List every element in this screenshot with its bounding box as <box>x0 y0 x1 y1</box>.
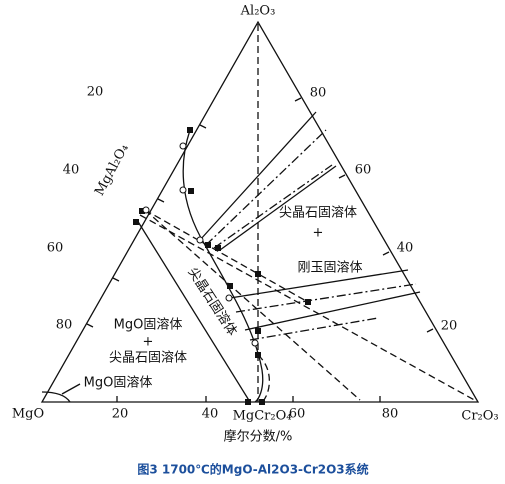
region-label: + <box>313 226 324 241</box>
vertex-label: MgO <box>12 407 44 422</box>
tie-line <box>213 164 333 249</box>
square-markers <box>133 127 311 405</box>
tie-line <box>235 283 417 313</box>
vertex-label: MgAl₂O₄ <box>92 142 132 199</box>
tick-label: 20 <box>112 407 129 422</box>
tick-label: 40 <box>63 163 80 178</box>
tick-label: 80 <box>382 407 399 422</box>
dashed-line <box>144 209 309 303</box>
region-label: MgO固溶体 <box>114 318 183 333</box>
tick-label: 40 <box>397 241 414 256</box>
tick-label: 20 <box>441 319 458 334</box>
tick-label: 60 <box>47 241 64 256</box>
vertex-label: MgCr₂O₄ <box>233 409 292 424</box>
circle-markers <box>142 142 259 347</box>
region-label: 尖晶石固溶体 <box>279 206 357 221</box>
tick-label: 60 <box>289 407 306 422</box>
region-label: 尖晶石固溶体 <box>109 351 187 366</box>
boundary-line <box>136 219 251 403</box>
corner-boundary <box>41 391 71 403</box>
caption: 图3 1700℃的MgO-Al2O3-Cr2O3系统 <box>137 462 368 477</box>
region-label: + <box>143 335 154 350</box>
tie-line <box>249 317 379 341</box>
tie-line <box>244 291 421 331</box>
dashed-line <box>144 209 361 401</box>
tie-line <box>205 129 327 246</box>
tick-label: 40 <box>202 407 219 422</box>
region-label: 尖晶石固溶体 <box>184 265 239 339</box>
tick-label: 60 <box>355 163 372 178</box>
tick-label: 20 <box>87 85 104 100</box>
tie-line <box>199 111 317 241</box>
tick-label: 80 <box>310 86 327 101</box>
tick-label: 80 <box>56 318 73 333</box>
dashed-line <box>139 214 479 403</box>
triangle <box>40 20 480 403</box>
leader-line <box>61 383 81 395</box>
vertex-label: Cr₂O₃ <box>461 409 498 424</box>
tick-marks <box>86 97 434 402</box>
region-label: 刚玉固溶体 <box>297 261 362 276</box>
vertex-label: Al₂O₃ <box>240 4 276 19</box>
tie-line <box>229 269 409 299</box>
axis-label: 摩尔分数/% <box>224 429 293 445</box>
tie-line <box>219 165 337 251</box>
region-label: MgO固溶体 <box>84 376 153 391</box>
